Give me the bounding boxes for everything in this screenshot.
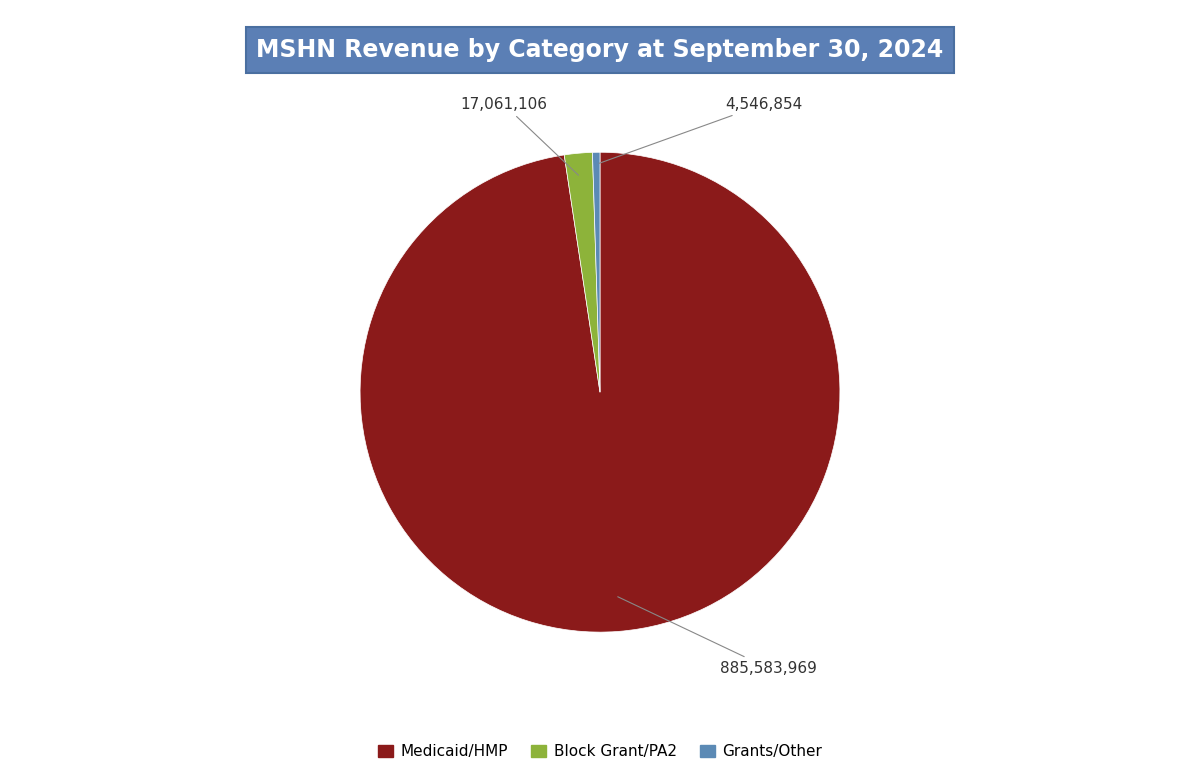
Wedge shape: [564, 152, 600, 392]
Text: MSHN Revenue by Category at September 30, 2024: MSHN Revenue by Category at September 30…: [257, 38, 943, 62]
Text: 885,583,969: 885,583,969: [618, 597, 817, 676]
Text: 17,061,106: 17,061,106: [461, 97, 578, 175]
Wedge shape: [360, 152, 840, 632]
Text: 4,546,854: 4,546,854: [599, 97, 802, 163]
Legend: Medicaid/HMP, Block Grant/PA2, Grants/Other: Medicaid/HMP, Block Grant/PA2, Grants/Ot…: [372, 738, 828, 765]
Wedge shape: [593, 152, 600, 392]
